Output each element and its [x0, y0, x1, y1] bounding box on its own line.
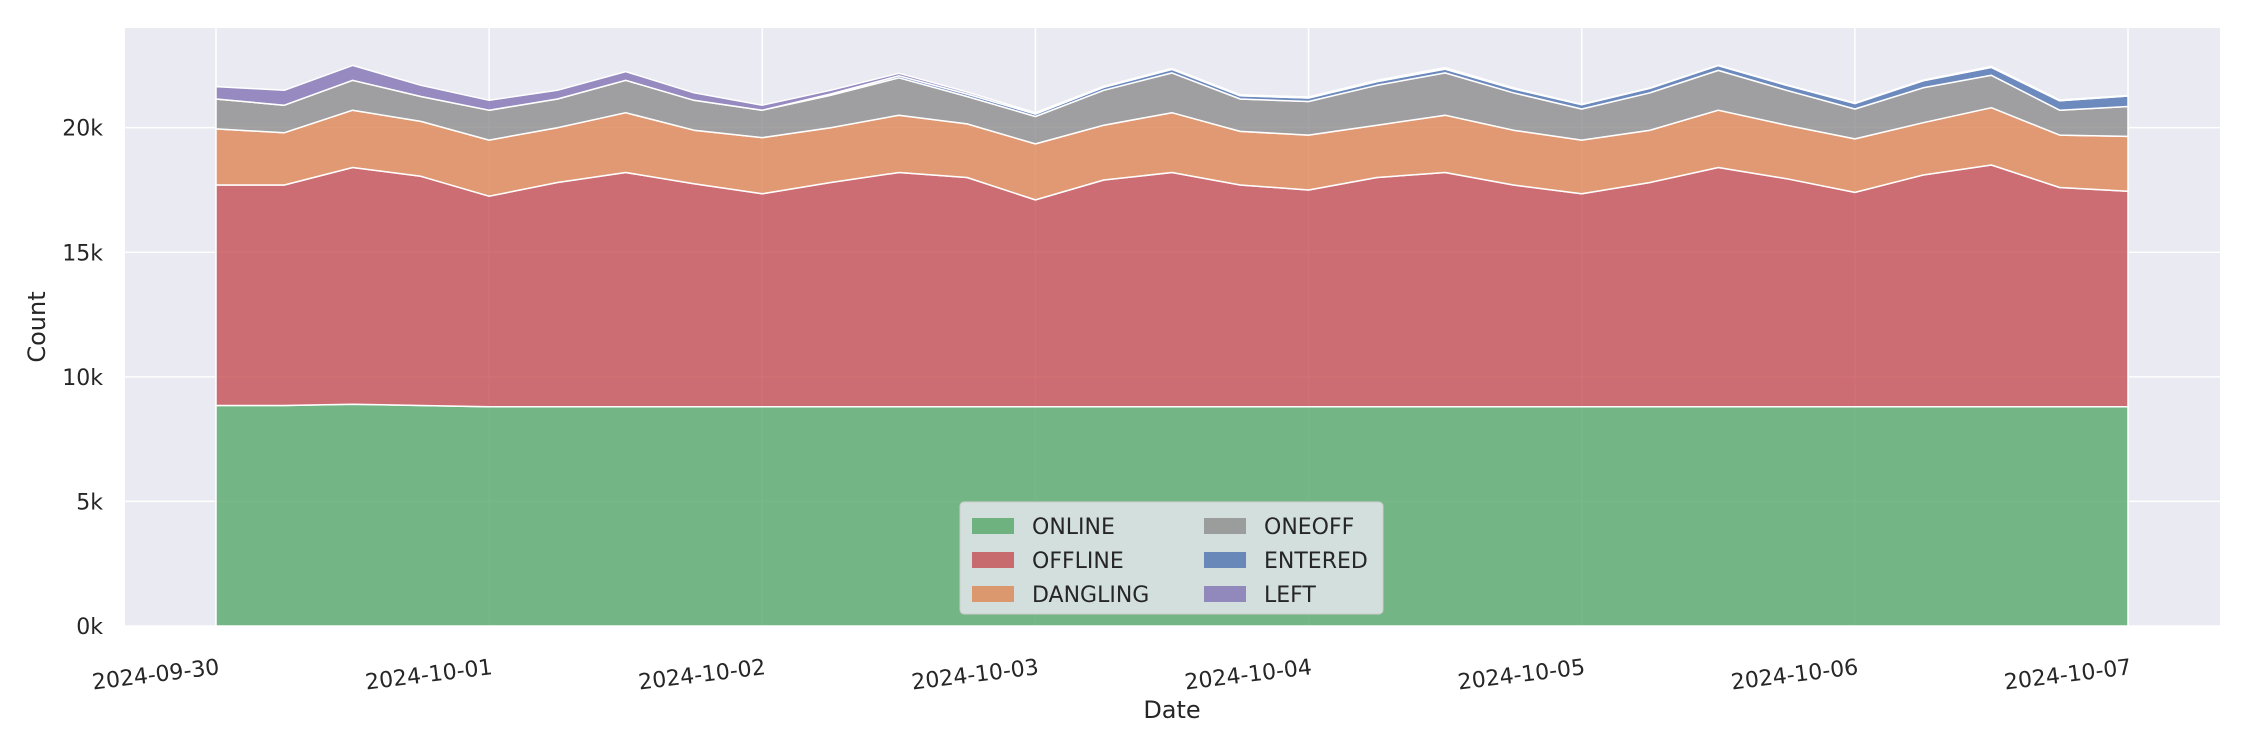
legend-swatch-oneoff — [1204, 518, 1246, 534]
area-offline — [215, 164, 2129, 408]
y-axis-label: Count — [23, 291, 51, 362]
y-tick-label-0: 0k — [76, 615, 103, 640]
legend-swatch-offline — [972, 552, 1014, 568]
x-tick-label-7: 2024-10-07 — [2003, 655, 2133, 695]
legend-label-online: ONLINE — [1032, 515, 1115, 540]
x-tick-label-6: 2024-10-06 — [1730, 655, 1860, 695]
legend-label-oneoff: ONEOFF — [1264, 515, 1354, 540]
x-tick-label-0: 2024-09-30 — [91, 655, 221, 695]
legend-label-dangling: DANGLING — [1032, 583, 1149, 608]
x-tick-label-2: 2024-10-02 — [637, 655, 767, 695]
area-left — [215, 64, 2129, 115]
y-tick-label-1: 5k — [76, 490, 103, 515]
legend-swatch-entered — [1204, 552, 1246, 568]
legend-frame — [959, 501, 1384, 615]
legend-label-entered: ENTERED — [1264, 549, 1368, 574]
y-ticks: 0k 5k 10k 15k 20k — [62, 117, 103, 640]
legend-label-left: LEFT — [1264, 583, 1316, 608]
x-ticks: 2024-09-30 2024-10-01 2024-10-02 2024-10-03… — [91, 655, 2133, 695]
x-axis-label: Date — [1143, 696, 1200, 724]
legend-label-offline: OFFLINE — [1032, 549, 1124, 574]
y-tick-label-2: 10k — [62, 366, 103, 391]
legend: ONLINE OFFLINE DANGLING ONEOFF ENTERED LEFT — [959, 501, 1384, 615]
y-tick-label-4: 20k — [62, 117, 103, 142]
x-tick-label-5: 2024-10-05 — [1456, 655, 1586, 695]
legend-swatch-left — [1204, 586, 1246, 602]
x-tick-label-3: 2024-10-03 — [910, 655, 1040, 695]
y-tick-label-3: 15k — [62, 241, 103, 266]
x-tick-label-1: 2024-10-01 — [364, 655, 494, 695]
legend-swatch-online — [972, 518, 1014, 534]
legend-swatch-dangling — [972, 586, 1014, 602]
x-tick-label-4: 2024-10-04 — [1183, 655, 1313, 695]
